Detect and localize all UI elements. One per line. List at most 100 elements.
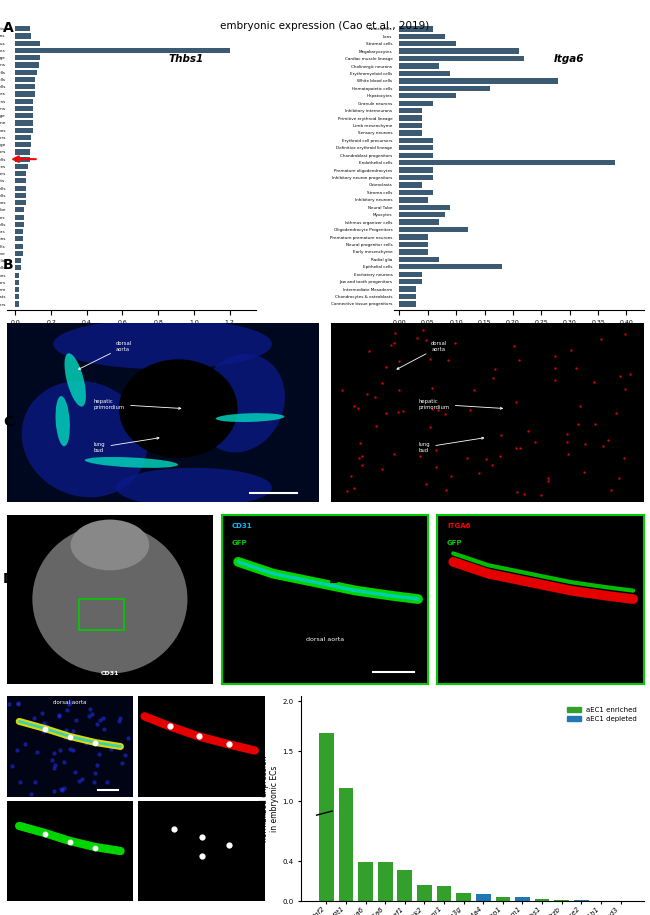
Point	[357, 458, 367, 472]
Point	[71, 713, 81, 727]
Bar	[16, 142, 31, 147]
Text: hepatic
primordium: hepatic primordium	[94, 399, 181, 410]
Point	[510, 339, 520, 353]
Point	[354, 451, 365, 466]
Point	[441, 482, 451, 497]
Bar	[399, 242, 428, 247]
Point	[349, 398, 359, 413]
Bar	[399, 227, 467, 232]
Point	[55, 707, 65, 722]
Bar	[16, 273, 19, 278]
Point	[385, 339, 396, 353]
Point	[393, 404, 404, 419]
Bar	[399, 93, 456, 99]
Bar	[16, 113, 33, 118]
Point	[49, 746, 59, 760]
Bar	[16, 48, 229, 53]
Point	[580, 436, 590, 451]
Ellipse shape	[53, 319, 272, 369]
Text: CD31: CD31	[232, 523, 253, 529]
Bar	[399, 108, 422, 113]
Point	[625, 366, 636, 381]
Bar	[399, 189, 434, 195]
Text: D: D	[3, 572, 15, 586]
Bar	[535, 899, 549, 901]
Bar	[399, 145, 434, 150]
Bar	[16, 77, 35, 82]
Point	[371, 419, 382, 434]
Point	[603, 432, 613, 447]
Point	[611, 405, 621, 420]
Point	[47, 753, 57, 768]
Point	[518, 487, 528, 501]
Bar	[495, 898, 510, 901]
Text: ITGA6: ITGA6	[447, 523, 471, 529]
Bar	[399, 205, 450, 210]
Point	[64, 697, 74, 712]
Point	[443, 353, 453, 368]
Point	[38, 724, 48, 738]
Point	[590, 417, 600, 432]
Bar	[476, 894, 491, 901]
Point	[68, 728, 78, 743]
Point	[543, 474, 553, 489]
Bar	[16, 92, 35, 96]
Point	[424, 420, 435, 435]
Bar	[16, 243, 23, 249]
Point	[426, 381, 437, 395]
Point	[224, 837, 235, 852]
Bar	[399, 56, 525, 61]
Text: Thbs1: Thbs1	[169, 55, 204, 64]
Point	[91, 717, 101, 732]
Point	[49, 783, 60, 798]
Bar	[16, 200, 26, 205]
Text: A: A	[3, 21, 14, 35]
Point	[432, 403, 443, 417]
Bar	[399, 101, 434, 106]
Bar	[399, 197, 428, 202]
Point	[598, 438, 608, 453]
Point	[389, 336, 399, 350]
Bar	[79, 599, 124, 630]
Bar	[339, 788, 354, 901]
Bar	[16, 70, 37, 75]
Point	[389, 447, 400, 462]
Point	[450, 336, 460, 350]
Bar	[399, 212, 445, 218]
Text: GFP: GFP	[447, 540, 463, 546]
Point	[7, 759, 18, 773]
Text: Itga6: Itga6	[553, 55, 584, 64]
Ellipse shape	[119, 360, 237, 458]
Bar	[399, 175, 434, 180]
Bar	[378, 862, 393, 901]
Bar	[399, 78, 558, 83]
Text: GFP: GFP	[232, 540, 248, 546]
Point	[120, 748, 130, 762]
Bar	[399, 182, 422, 188]
Bar	[16, 120, 33, 125]
Bar	[16, 149, 30, 155]
Point	[84, 709, 94, 724]
Bar	[16, 214, 24, 220]
Point	[376, 462, 387, 477]
Point	[55, 743, 66, 758]
Ellipse shape	[71, 520, 150, 570]
Point	[194, 729, 204, 744]
Point	[39, 716, 49, 730]
Point	[562, 436, 572, 450]
Point	[62, 703, 72, 717]
Point	[81, 735, 92, 749]
Point	[88, 775, 99, 790]
Bar	[16, 106, 33, 111]
Point	[70, 765, 80, 780]
Point	[85, 702, 96, 716]
Point	[530, 435, 540, 449]
Point	[394, 382, 404, 397]
Point	[614, 369, 625, 383]
Bar	[16, 171, 26, 177]
Point	[496, 428, 506, 443]
Bar	[16, 178, 26, 184]
Bar	[399, 115, 422, 121]
Ellipse shape	[21, 381, 148, 497]
Ellipse shape	[116, 468, 272, 507]
